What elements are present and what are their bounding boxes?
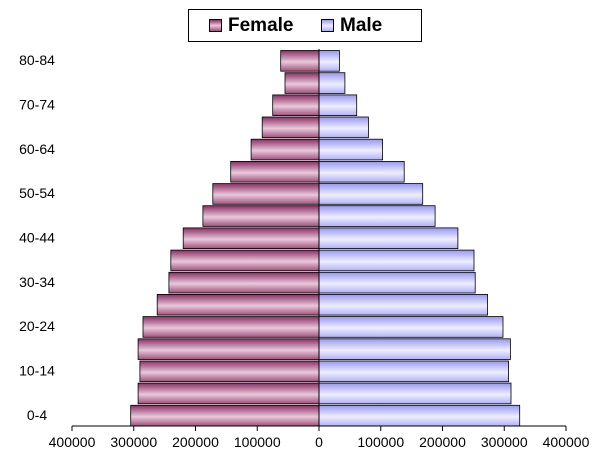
bar-male-5-9 (318, 382, 512, 405)
legend-swatch-male (321, 19, 334, 32)
x-tick-label: 100000 (234, 434, 281, 450)
x-tick-label: 400000 (543, 434, 590, 450)
bar-male-10-14 (318, 360, 510, 383)
x-tick-label: 300000 (481, 434, 528, 450)
bar-male-70-74 (318, 94, 358, 117)
x-tick-label: 400000 (49, 434, 96, 450)
bar-female-0-4 (130, 404, 320, 427)
y-tick-label: 30-34 (19, 274, 55, 290)
x-tick-label: 300000 (110, 434, 157, 450)
bar-male-40-44 (318, 227, 459, 249)
bar-male-55-59 (318, 160, 405, 183)
legend-label-female: Female (228, 14, 294, 36)
legend-label-male: Male (340, 14, 383, 36)
y-tick-label: 0-4 (27, 407, 47, 423)
bar-female-20-24 (142, 316, 320, 338)
bar-female-45-49 (202, 205, 320, 227)
y-tick-label: 80-84 (19, 52, 55, 68)
bar-female-35-39 (170, 249, 320, 272)
bar-female-50-54 (212, 183, 320, 205)
x-tick-label: 0 (315, 434, 323, 450)
bar-male-0-4 (318, 404, 521, 427)
x-tick-label: 100000 (357, 434, 404, 450)
bar-female-40-44 (182, 227, 320, 249)
bar-female-75-79 (284, 72, 320, 94)
bar-female-60-64 (250, 138, 320, 161)
legend-item-male: Male (321, 10, 382, 41)
x-tick-label: 200000 (419, 434, 466, 450)
x-tick-label: 200000 (172, 434, 219, 450)
y-tick-label: 70-74 (19, 96, 55, 112)
bar-male-20-24 (318, 316, 504, 338)
y-tick-label: 40-44 (19, 230, 55, 246)
bar-male-65-69 (318, 116, 369, 139)
bar-female-65-69 (261, 116, 320, 139)
y-tick-label: 50-54 (19, 185, 55, 201)
bar-male-45-49 (318, 205, 436, 227)
y-tick-label: 60-64 (19, 141, 55, 157)
bar-male-30-34 (318, 271, 476, 294)
bar-female-55-59 (230, 160, 320, 183)
bar-male-80-84 (318, 50, 340, 72)
bar-female-70-74 (272, 94, 320, 117)
bar-male-75-79 (318, 72, 346, 94)
bar-female-10-14 (139, 360, 320, 383)
y-tick-label: 20-24 (19, 318, 55, 334)
bar-male-60-64 (318, 138, 383, 161)
bar-female-80-84 (280, 50, 320, 72)
y-tick-label: 10-14 (19, 363, 55, 379)
bar-male-15-19 (318, 338, 511, 360)
chart-legend: Female Male (188, 9, 422, 42)
bar-male-35-39 (318, 249, 475, 272)
bar-female-15-19 (137, 338, 320, 360)
legend-swatch-female (209, 19, 222, 32)
legend-item-female: Female (209, 10, 293, 41)
bar-female-30-34 (168, 271, 320, 294)
bar-male-25-29 (318, 293, 489, 316)
bar-female-25-29 (156, 293, 320, 316)
bar-male-50-54 (318, 183, 424, 205)
bar-female-5-9 (137, 382, 320, 405)
